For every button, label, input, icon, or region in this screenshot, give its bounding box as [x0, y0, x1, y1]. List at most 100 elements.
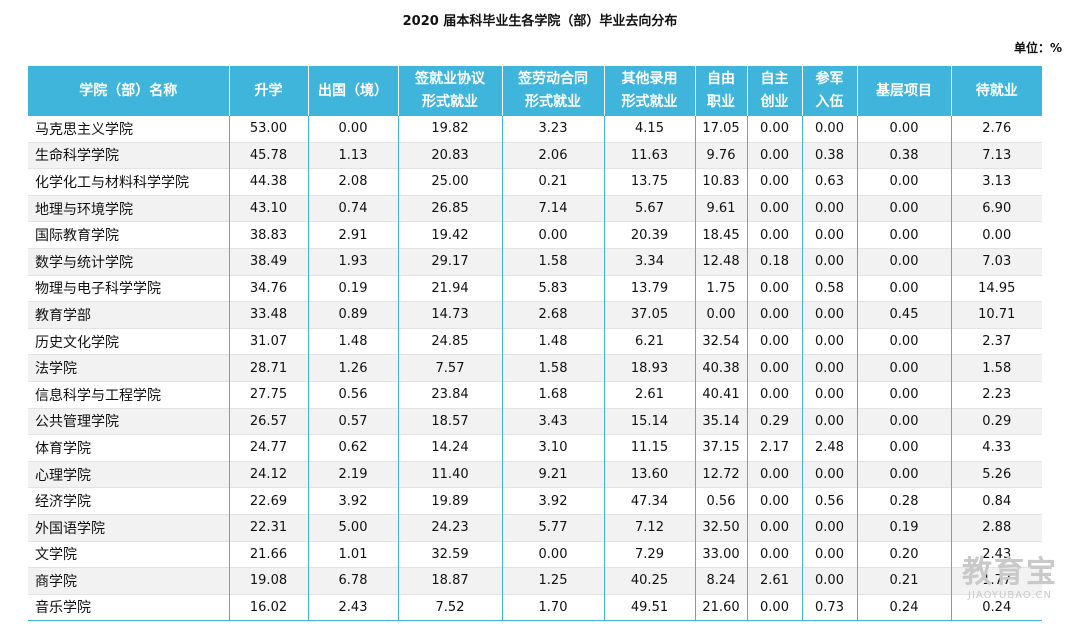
percentage-cell: 0.00 [801, 541, 857, 568]
percentage-cell: 1.13 [307, 142, 398, 169]
percentage-cell: 2.08 [307, 168, 398, 196]
column-header-label: 待就业 [975, 82, 1018, 99]
percentage-cell: 35.14 [694, 408, 747, 435]
percentage-cell: 0.56 [694, 487, 747, 515]
percentage-cell: 0.24 [950, 594, 1042, 621]
column-header-label: 自由 [707, 71, 735, 87]
percentage-cell: 0.00 [746, 195, 802, 222]
table-row: 物理与电子科学学院 34.76 0.19 21.94 5.83 13.79 1.75 0.00… [28, 275, 1042, 302]
college-name-cell: 经济学院 [35, 494, 91, 511]
percentage-cell: 7.03 [950, 248, 1042, 276]
percentage-cell: 29.17 [397, 248, 502, 276]
table-row: 公共管理学院 26.57 0.57 18.57 3.43 15.14 35.14 0.29 0.… [28, 408, 1042, 435]
percentage-cell: 13.60 [603, 461, 695, 488]
table-row: 法学院 28.71 1.26 7.57 1.58 18.93 40.38 0.00 0.00 0.… [28, 354, 1042, 382]
percentage-cell: 0.00 [801, 301, 857, 329]
percentage-cell: 40.41 [694, 381, 747, 409]
percentage-cell: 6.90 [950, 195, 1042, 222]
percentage-cell: 3.92 [307, 487, 398, 515]
college-name-cell: 生命科学学院 [35, 148, 119, 165]
table-row: 生命科学学院 45.78 1.13 20.83 2.06 11.63 9.76 0.00 0.3… [28, 142, 1042, 169]
table-row: 历史文化学院 31.07 1.48 24.85 1.48 6.21 32.54 0.00 0.0… [28, 328, 1042, 355]
header-row: 学院（部）名称 升学 出国（境） 签就业协议 形式就业 签劳动合同 形式就业 其他录用 形式就业… [28, 66, 1042, 116]
column-header-label: 参军 [815, 71, 844, 87]
column-header-label: 签就业协议 [415, 71, 485, 87]
percentage-cell: 7.14 [501, 195, 604, 222]
college-name-cell: 法学院 [35, 361, 77, 378]
percentage-cell: 0.21 [856, 567, 951, 595]
percentage-cell: 0.00 [856, 248, 951, 276]
percentage-cell: 10.83 [694, 168, 747, 196]
percentage-cell: 0.18 [746, 248, 802, 276]
college-name-cell: 化学化工与材料科学学院 [35, 174, 189, 191]
percentage-cell: 0.00 [801, 381, 857, 409]
percentage-cell: 31.07 [228, 328, 308, 355]
table-row: 信息科学与工程学院 27.75 0.56 23.84 1.68 2.61 40.41 0.00… [28, 381, 1042, 409]
percentage-cell: 5.83 [501, 275, 604, 302]
percentage-cell: 0.62 [307, 434, 398, 462]
percentage-cell: 18.87 [397, 567, 502, 595]
college-name-cell: 物理与电子科学学院 [35, 281, 161, 298]
percentage-cell: 0.00 [801, 514, 857, 541]
percentage-cell: 0.00 [856, 354, 951, 382]
column-header: 学院（部）名称 [28, 66, 230, 116]
percentage-cell: 12.72 [694, 461, 747, 488]
watermark-sub-text: JIAOYUBAO.CN [968, 590, 1052, 601]
percentage-cell: 0.00 [694, 301, 747, 329]
percentage-cell: 9.76 [694, 142, 747, 169]
percentage-cell: 18.45 [694, 221, 747, 249]
college-name-cell: 体育学院 [35, 440, 91, 457]
percentage-cell: 19.42 [397, 221, 502, 249]
column-header-label: 自主 [760, 71, 789, 87]
percentage-cell: 2.61 [603, 381, 695, 409]
percentage-cell: 3.92 [501, 487, 604, 515]
percentage-cell: 0.00 [801, 461, 857, 488]
column-header: 出国（境） [308, 66, 399, 116]
percentage-cell: 1.58 [501, 248, 604, 276]
percentage-cell: 1.25 [501, 567, 604, 595]
percentage-cell: 26.57 [228, 408, 308, 435]
unit-label: 单位：% [1013, 41, 1062, 55]
college-name-cell: 地理与环境学院 [35, 201, 133, 218]
column-header: 升学 [229, 66, 309, 116]
percentage-cell: 0.00 [801, 354, 857, 382]
percentage-cell: 2.61 [746, 567, 802, 595]
percentage-cell: 47.34 [603, 487, 695, 515]
column-header-label: 出国（境） [318, 82, 388, 99]
column-header-label: 职业 [707, 94, 735, 110]
column-header-label: 形式就业 [621, 94, 678, 110]
college-name-cell: 信息科学与工程学院 [35, 387, 161, 404]
percentage-cell: 4.15 [603, 116, 695, 143]
percentage-cell: 22.69 [228, 487, 308, 515]
percentage-cell: 0.00 [746, 168, 802, 196]
percentage-cell: 0.24 [856, 594, 951, 621]
column-header: 基层项目 [857, 66, 952, 116]
percentage-cell: 0.00 [801, 567, 857, 595]
table-row: 地理与环境学院 43.10 0.74 26.85 7.14 5.67 9.61 0.00 0.0… [28, 195, 1042, 222]
percentage-cell: 0.45 [856, 301, 951, 329]
percentage-cell: 37.05 [603, 301, 695, 329]
column-header-label: 基层项目 [876, 82, 932, 99]
percentage-cell: 0.38 [801, 142, 857, 169]
percentage-cell: 37.15 [694, 434, 747, 462]
percentage-cell: 19.82 [397, 116, 502, 143]
college-name-cell: 马克思主义学院 [35, 121, 133, 138]
column-header: 其他录用 形式就业 [604, 66, 696, 116]
percentage-cell: 0.29 [746, 408, 802, 435]
column-header-label: 学院（部）名称 [79, 82, 178, 99]
table-row: 化学化工与材料科学学院 44.38 2.08 25.00 0.21 13.75 10.83 0… [28, 168, 1042, 196]
table-row: 文学院 21.66 1.01 32.59 0.00 7.29 33.00 0.00 0.00 0.… [28, 541, 1042, 568]
percentage-cell: 6.21 [603, 328, 695, 355]
percentage-cell: 0.00 [856, 328, 951, 355]
percentage-cell: 0.00 [746, 301, 802, 329]
percentage-cell: 5.77 [501, 514, 604, 541]
percentage-cell: 0.20 [856, 541, 951, 568]
percentage-cell: 0.00 [746, 381, 802, 409]
percentage-cell: 0.00 [746, 594, 802, 621]
percentage-cell: 0.00 [856, 168, 951, 196]
percentage-cell: 0.63 [801, 168, 857, 196]
percentage-cell: 10.71 [950, 301, 1042, 329]
college-name-cell: 心理学院 [35, 467, 91, 484]
percentage-cell: 0.00 [856, 116, 951, 143]
column-header-label: 形式就业 [525, 94, 581, 110]
